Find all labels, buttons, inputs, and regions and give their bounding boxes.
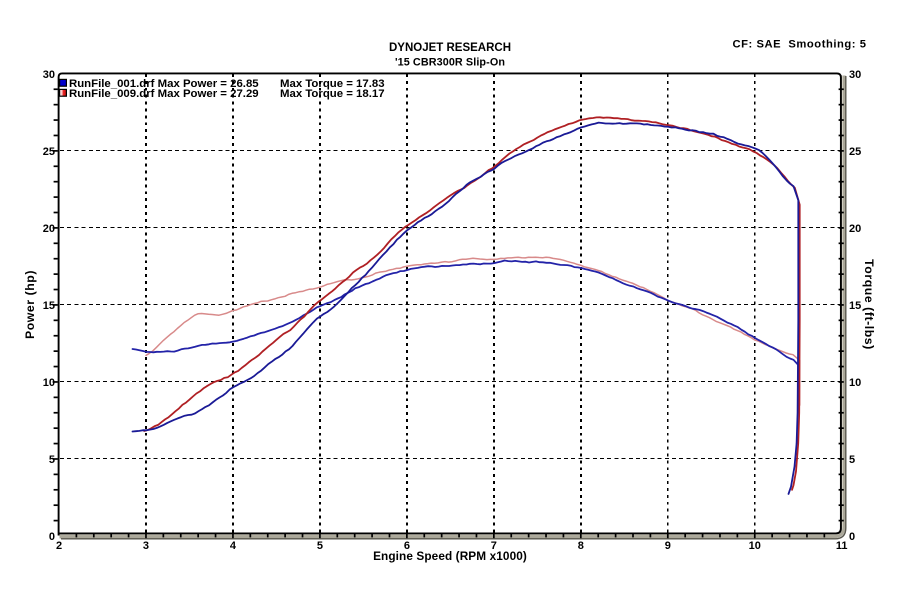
svg-text:Power (hp): Power (hp)	[23, 270, 37, 339]
svg-text:20: 20	[849, 223, 861, 235]
svg-text:Torque (ft-lbs): Torque (ft-lbs)	[862, 259, 876, 350]
svg-text:5: 5	[849, 454, 855, 466]
svg-text:10: 10	[849, 377, 861, 389]
svg-text:25: 25	[43, 146, 55, 158]
svg-text:4: 4	[230, 540, 237, 552]
svg-text:0: 0	[49, 531, 55, 543]
svg-text:5: 5	[49, 454, 55, 466]
svg-text:30: 30	[43, 69, 55, 81]
svg-text:6: 6	[404, 540, 410, 552]
svg-text:10: 10	[749, 540, 761, 552]
svg-text:DYNOJET RESEARCH: DYNOJET RESEARCH	[389, 42, 511, 54]
svg-text:15: 15	[43, 300, 55, 312]
svg-text:CF: SAE Smoothing: 5: CF: SAE Smoothing: 5	[733, 39, 867, 51]
svg-text:15: 15	[849, 300, 861, 312]
svg-text:Max Torque = 18.17: Max Torque = 18.17	[280, 88, 385, 100]
svg-text:25: 25	[849, 146, 861, 158]
svg-text:10: 10	[43, 377, 55, 389]
svg-text:Max Torque = 17.83: Max Torque = 17.83	[280, 78, 385, 90]
svg-text:30: 30	[849, 69, 861, 81]
svg-text:5: 5	[317, 540, 323, 552]
svg-text:11: 11	[836, 540, 848, 552]
svg-text:Engine Speed (RPM x1000): Engine Speed (RPM x1000)	[373, 549, 527, 563]
svg-text:3: 3	[143, 540, 149, 552]
svg-text:8: 8	[578, 540, 584, 552]
svg-text:7: 7	[491, 540, 497, 552]
svg-text:9: 9	[665, 540, 671, 552]
svg-text:2: 2	[56, 540, 62, 552]
svg-text:'15 CBR300R Slip-On: '15 CBR300R Slip-On	[395, 57, 505, 69]
svg-text:20: 20	[43, 223, 55, 235]
svg-text:RunFile_001.drf Max Power = 26: RunFile_001.drf Max Power = 26.85	[69, 78, 259, 90]
svg-text:0: 0	[849, 531, 855, 543]
svg-text:RunFile_009.drf Max Power = 27: RunFile_009.drf Max Power = 27.29	[69, 88, 259, 100]
